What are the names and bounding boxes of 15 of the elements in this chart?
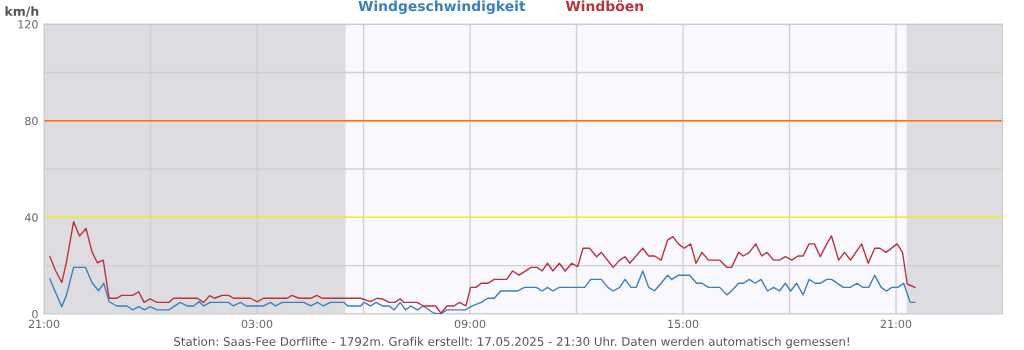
y-tick-label: 0 [32, 309, 38, 319]
y-tick-label: 80 [25, 116, 38, 126]
x-tick-label: 15:00 [668, 319, 699, 329]
text: Windböen [565, 0, 643, 12]
y-tick-label: 40 [24, 213, 38, 222]
x-tick-label: 21:00 [28, 319, 60, 329]
text: Station: Saas-Fee Dorflifte - 1792m. Grafik erstellt: 17.05.2025 - 21:30 Uhr. Daten werden automatisch gemessen! [174, 336, 849, 349]
y-axis-title: km/h [5, 6, 39, 17]
line-series [49, 221, 916, 314]
y-tick-label: 120 [18, 20, 38, 29]
text: Windgeschwindigkeit [358, 0, 526, 15]
x-tick-label: 09:00 [454, 319, 486, 329]
x-tick-label: 21:00 [880, 319, 912, 329]
line-series [49, 266, 916, 314]
x-tick-label: 03:00 [241, 319, 273, 329]
